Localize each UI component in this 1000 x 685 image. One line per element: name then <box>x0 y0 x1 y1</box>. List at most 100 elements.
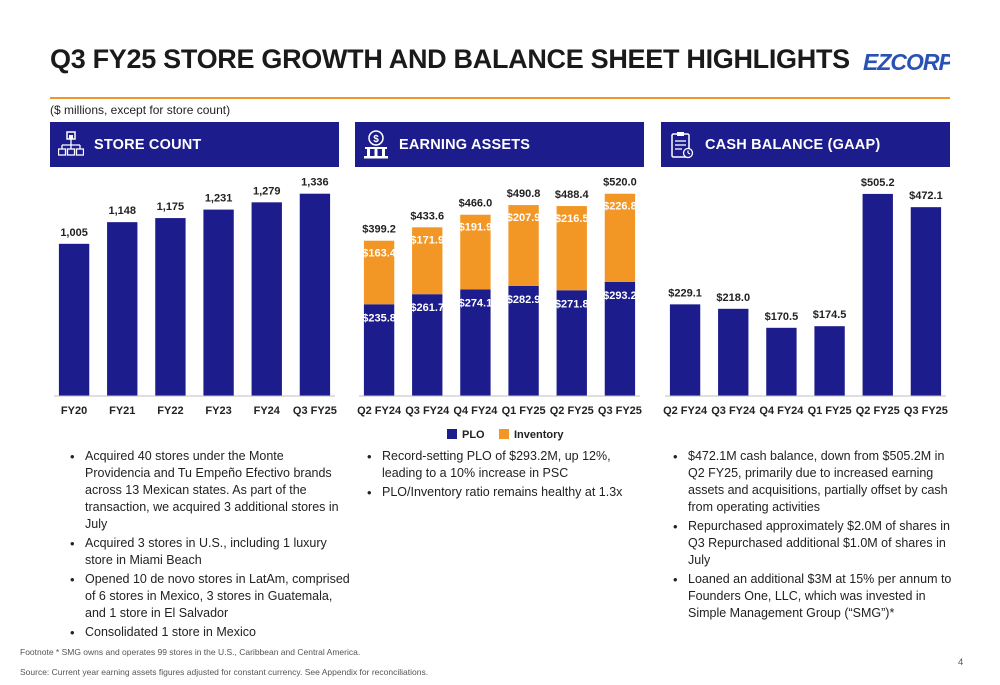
cash-balance-label: CASH BALANCE (GAAP) <box>705 136 881 153</box>
title-divider <box>50 97 950 99</box>
total-value-label: $488.4 <box>555 189 590 201</box>
source-note: Source: Current year earning assets figu… <box>20 667 429 677</box>
cash-balance-bullets: $472.1M cash balance, down from $505.2M … <box>671 448 956 624</box>
earning-assets-header: $ EARNING ASSETS <box>355 122 644 167</box>
svg-text:$: $ <box>373 134 379 145</box>
plo-bar-segment <box>460 289 491 396</box>
plo-bar-segment <box>508 285 539 396</box>
ezcorp-logo: EZCORP <box>863 49 950 75</box>
plo-value-label: $261.7 <box>410 302 444 314</box>
bullet-item: $472.1M cash balance, down from $505.2M … <box>671 448 956 516</box>
bar <box>299 193 331 396</box>
inventory-value-label: $171.9 <box>410 234 444 246</box>
inventory-bar-segment <box>460 214 491 290</box>
x-tick-label: FY22 <box>157 405 183 417</box>
legend-swatch-plo <box>447 429 457 439</box>
x-tick-label: Q4 FY24 <box>453 405 498 417</box>
units-note: ($ millions, except for store count) <box>50 103 231 117</box>
store-count-chart: 1,005 1,148 1,175 1,231 1,279 1,336 FY20 FY21 FY… <box>54 177 337 417</box>
bar-value-label: $505.2 <box>861 177 895 189</box>
bar <box>910 207 942 396</box>
x-tick-label: Q3 FY25 <box>904 405 948 417</box>
total-value-label: $520.0 <box>603 177 637 189</box>
plo-value-label: $271.8 <box>555 298 589 310</box>
bar-value-label: $218.0 <box>716 292 750 304</box>
earning-assets-chart: $235.8 $163.4 $399.2 $261.7 $171.9 $433.6 $274… <box>357 177 642 441</box>
bar-value-label: 1,175 <box>157 201 185 213</box>
inventory-bar-segment <box>508 205 539 286</box>
x-tick-label: Q2 FY25 <box>550 405 594 417</box>
x-tick-label: Q3 FY24 <box>711 405 756 417</box>
total-value-label: $399.2 <box>362 224 396 236</box>
bullet-item: Acquired 3 stores in U.S., including 1 l… <box>68 535 351 569</box>
plo-value-label: $293.2 <box>603 290 637 302</box>
total-value-label: $466.0 <box>459 198 493 210</box>
x-tick-label: FY23 <box>205 405 231 417</box>
x-tick-label: Q1 FY25 <box>808 405 852 417</box>
cash-balance-header: CASH BALANCE (GAAP) <box>661 122 950 167</box>
bullet-item: Consolidated 1 store in Mexico <box>68 624 351 641</box>
page-number: 4 <box>958 657 964 668</box>
x-tick-label: Q3 FY24 <box>405 405 450 417</box>
bar-value-label: $229.1 <box>668 287 702 299</box>
money-building-icon: $ <box>364 129 388 158</box>
bar <box>766 327 797 396</box>
inventory-value-label: $207.9 <box>507 212 541 224</box>
logo-text: EZCORP <box>863 49 950 75</box>
x-tick-label: FY20 <box>61 405 87 417</box>
earning-assets-bullets: Record-setting PLO of $293.2M, up 12%, l… <box>365 448 648 503</box>
bar-value-label: 1,231 <box>205 193 233 205</box>
bar-value-label: $174.5 <box>813 309 847 321</box>
bar <box>58 243 90 396</box>
inventory-value-label: $163.4 <box>362 248 397 260</box>
inventory-value-label: $226.8 <box>603 201 637 213</box>
bar-value-label: 1,005 <box>60 227 88 239</box>
bar <box>669 304 701 396</box>
inventory-value-label: $191.9 <box>459 222 493 234</box>
total-value-label: $490.8 <box>507 188 541 200</box>
x-tick-label: Q3 FY25 <box>293 405 337 417</box>
bullet-item: Opened 10 de novo stores in LatAm, compr… <box>68 571 351 622</box>
inventory-bar-segment <box>604 193 636 282</box>
bar-value-label: 1,336 <box>301 177 329 189</box>
x-tick-label: Q4 FY24 <box>759 405 804 417</box>
plo-bar-segment <box>363 304 395 396</box>
bar <box>155 218 186 396</box>
total-value-label: $433.6 <box>410 210 444 222</box>
plo-value-label: $235.8 <box>362 312 396 324</box>
bullet-item: Repurchased approximately $2.0M of share… <box>671 518 956 569</box>
page-title: Q3 FY25 STORE GROWTH AND BALANCE SHEET H… <box>50 44 850 74</box>
bar-value-label: 1,279 <box>253 185 281 197</box>
store-count-label: STORE COUNT <box>94 136 202 153</box>
bar <box>862 193 893 396</box>
footnote: Footnote * SMG owns and operates 99 stor… <box>20 647 361 657</box>
bullet-item: Acquired 40 stores under the Monte Provi… <box>68 448 351 533</box>
store-count-bullets: Acquired 40 stores under the Monte Provi… <box>68 448 351 643</box>
earning-assets-label: EARNING ASSETS <box>399 136 531 153</box>
inventory-bar-segment <box>412 227 443 295</box>
bar <box>251 202 282 396</box>
plo-value-label: $274.1 <box>459 297 493 309</box>
bullet-item: Loaned an additional $3M at 15% per annu… <box>671 571 956 622</box>
x-tick-label: Q2 FY25 <box>856 405 900 417</box>
bullet-item: PLO/Inventory ratio remains healthy at 1… <box>365 484 648 501</box>
bar-value-label: 1,148 <box>108 205 136 217</box>
cash-balance-chart: $229.1 $218.0 $170.5 $174.5 $505.2 $472.1 Q2 F… <box>663 177 948 417</box>
bar <box>203 209 234 396</box>
x-tick-label: Q2 FY24 <box>357 405 402 417</box>
plo-bar-segment <box>412 294 443 396</box>
inventory-value-label: $216.5 <box>555 213 589 225</box>
x-tick-label: Q2 FY24 <box>663 405 708 417</box>
bar-value-label: $170.5 <box>765 311 799 323</box>
plo-bar-segment <box>604 281 636 396</box>
bar-value-label: $472.1 <box>909 190 943 202</box>
inventory-bar-segment <box>363 240 395 305</box>
bar <box>107 222 138 396</box>
bullet-item: Record-setting PLO of $293.2M, up 12%, l… <box>365 448 648 482</box>
store-network-icon <box>58 130 84 156</box>
plo-bar-segment <box>556 290 587 396</box>
bar <box>814 326 845 396</box>
x-tick-label: FY24 <box>254 405 281 417</box>
x-tick-label: Q1 FY25 <box>502 405 546 417</box>
clipboard-icon <box>671 131 694 158</box>
